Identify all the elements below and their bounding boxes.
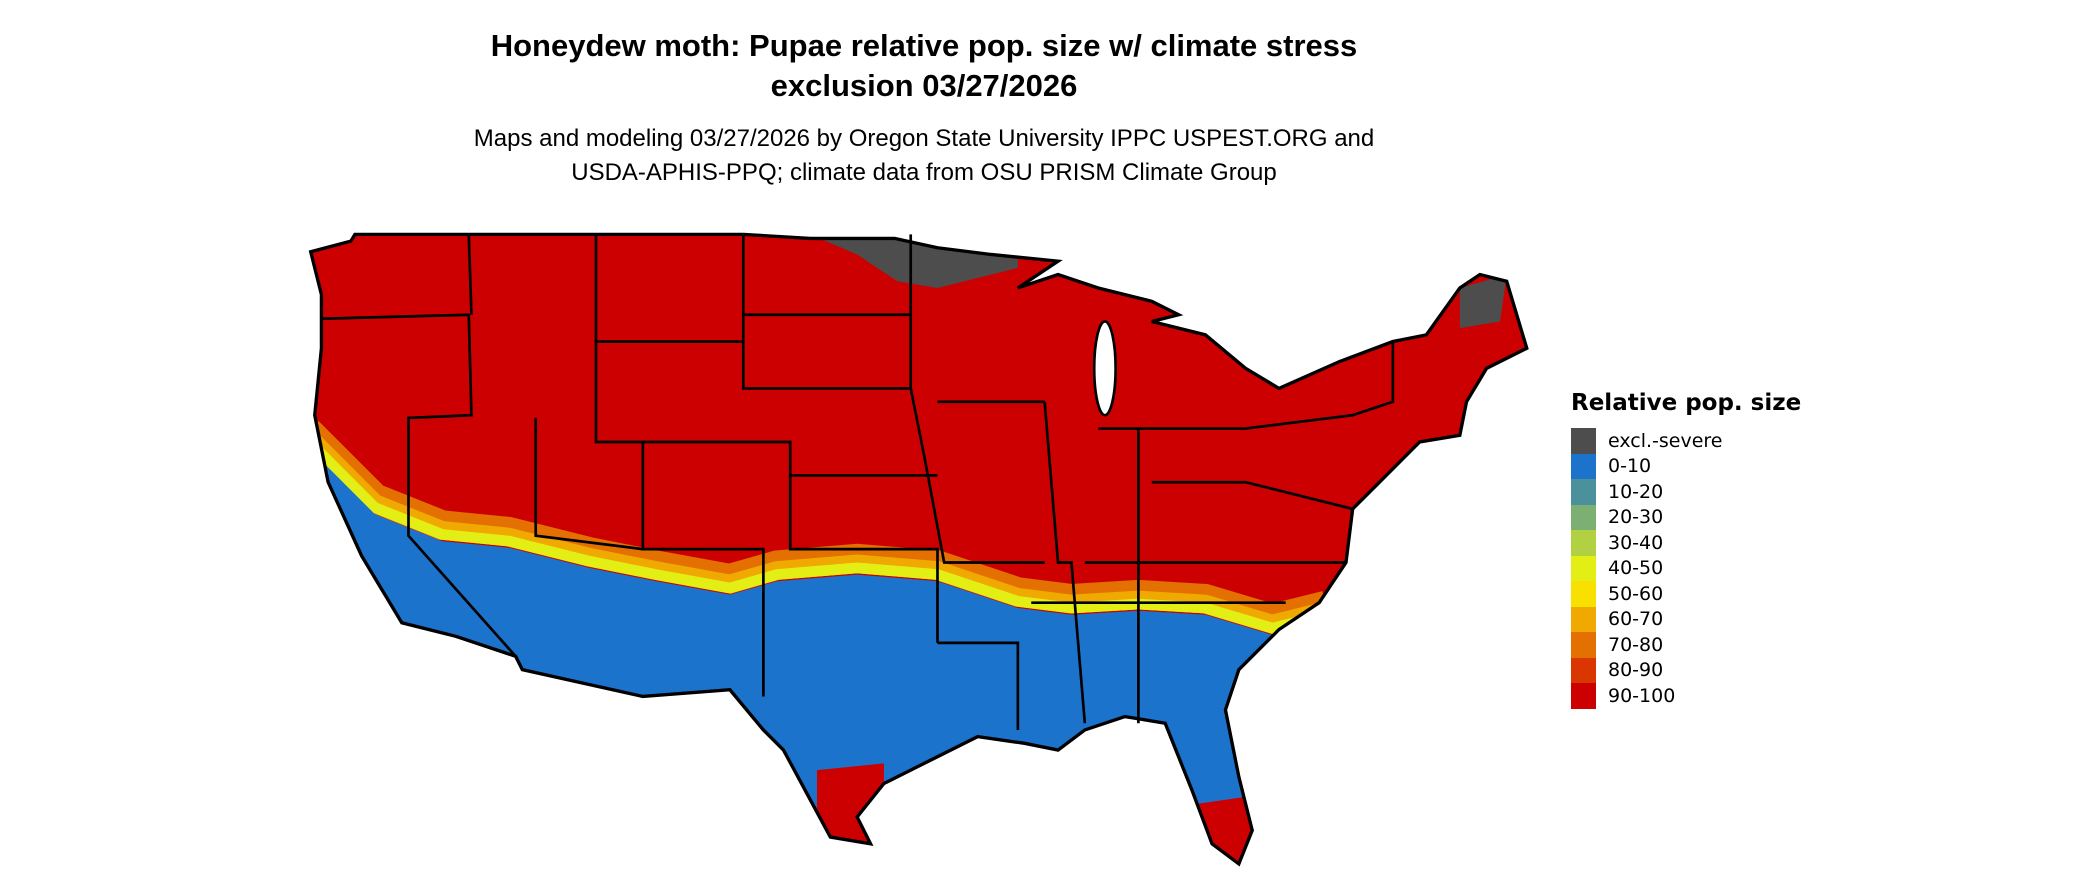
legend-swatch bbox=[1571, 428, 1596, 454]
legend-item: 40-50 bbox=[1571, 555, 1801, 581]
legend-label: 90-100 bbox=[1608, 684, 1676, 707]
legend-label: 10-20 bbox=[1608, 480, 1664, 503]
us-outline bbox=[308, 232, 1529, 867]
legend: Relative pop. size excl.-severe 0-10 10-20… bbox=[1571, 390, 1801, 709]
legend-swatch bbox=[1571, 657, 1596, 683]
legend-label: 80-90 bbox=[1608, 659, 1664, 682]
legend-item: excl.-severe bbox=[1571, 428, 1801, 454]
legend-swatch bbox=[1571, 683, 1596, 709]
legend-label: 60-70 bbox=[1608, 608, 1664, 631]
legend-item: 0-10 bbox=[1571, 453, 1801, 479]
legend-item: 50-60 bbox=[1571, 581, 1801, 607]
legend-label: 20-30 bbox=[1608, 506, 1664, 529]
map-title-line-1: Honeydew moth: Pupae relative pop. size … bbox=[490, 28, 1358, 63]
legend-label: 40-50 bbox=[1608, 557, 1664, 580]
map-title-line-2: exclusion 03/27/2026 bbox=[770, 68, 1078, 103]
legend-swatch bbox=[1571, 581, 1596, 607]
map-subtitle-line-2: USDA-APHIS-PPQ; climate data from OSU PR… bbox=[571, 159, 1277, 186]
legend-item: 90-100 bbox=[1571, 683, 1801, 709]
legend-item: 30-40 bbox=[1571, 530, 1801, 556]
legend-item: 80-90 bbox=[1571, 657, 1801, 683]
legend-label: excl.-severe bbox=[1608, 429, 1723, 452]
legend-label: 0-10 bbox=[1608, 455, 1652, 478]
legend-item: 10-20 bbox=[1571, 479, 1801, 505]
region-south-texas bbox=[816, 763, 884, 858]
legend-label: 50-60 bbox=[1608, 582, 1664, 605]
legend-swatch bbox=[1571, 453, 1596, 479]
lake-michigan bbox=[1092, 320, 1117, 417]
legend-label: 30-40 bbox=[1608, 531, 1664, 554]
legend-item: 60-70 bbox=[1571, 606, 1801, 632]
legend-swatch bbox=[1571, 504, 1596, 530]
legend-swatch bbox=[1571, 530, 1596, 556]
legend-swatch bbox=[1571, 632, 1596, 658]
legend-title: Relative pop. size bbox=[1571, 390, 1802, 416]
state-borders bbox=[321, 234, 1395, 730]
legend-swatch bbox=[1571, 606, 1596, 632]
legend-label: 70-80 bbox=[1608, 633, 1664, 656]
legend-swatch bbox=[1571, 479, 1596, 505]
legend-item: 70-80 bbox=[1571, 632, 1801, 658]
legend-items: excl.-severe 0-10 10-20 20-30 30-40 40-50 50-6… bbox=[1571, 428, 1801, 709]
region-excluded-maine bbox=[1459, 274, 1507, 329]
map-subtitle-line-1: Maps and modeling 03/27/2026 by Oregon S… bbox=[473, 125, 1375, 152]
legend-item: 20-30 bbox=[1571, 504, 1801, 530]
band-40-50 bbox=[310, 436, 1328, 634]
legend-swatch bbox=[1571, 555, 1596, 581]
